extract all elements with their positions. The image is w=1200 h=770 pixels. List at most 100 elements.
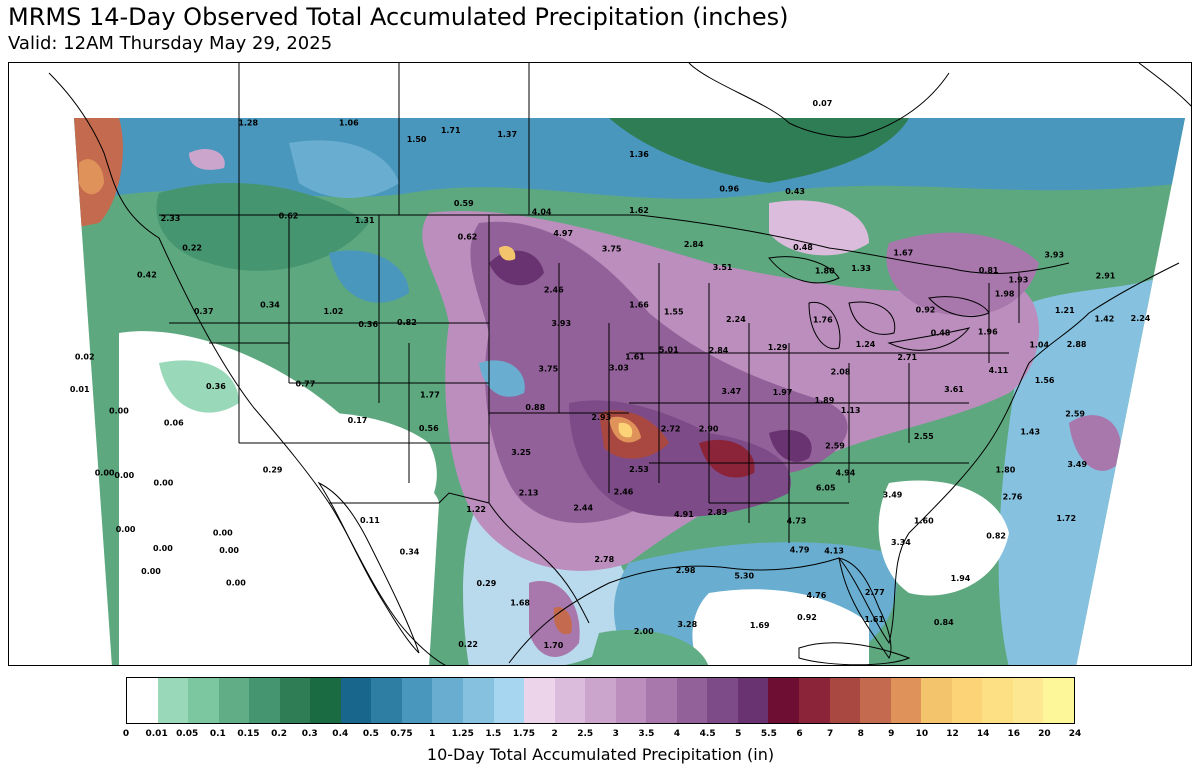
precip-value-label: 3.03 — [609, 364, 629, 373]
precip-value-label: 0.00 — [141, 567, 161, 576]
precip-value-label: 0.00 — [95, 469, 115, 478]
precip-value-label: 0.00 — [116, 525, 136, 534]
colorbar-swatch — [707, 678, 738, 723]
colorbar-tick-label: 0.4 — [332, 729, 349, 739]
precip-value-label: 1.67 — [893, 249, 913, 258]
precip-value-label: 4.79 — [790, 546, 810, 555]
precip-value-label: 1.31 — [355, 216, 375, 225]
precip-value-label: 0.11 — [360, 516, 380, 525]
precip-value-label: 4.13 — [824, 547, 844, 556]
precip-value-label: 1.33 — [851, 264, 871, 273]
colorbar-tick-label: 0.75 — [390, 729, 413, 739]
precip-value-label: 0.29 — [263, 466, 283, 475]
colorbar-tick-label: 6 — [796, 729, 803, 739]
precip-value-label: 3.93 — [1044, 251, 1064, 260]
precip-value-label: 1.71 — [441, 126, 461, 135]
colorbar-tick-label: 4.5 — [699, 729, 716, 739]
precip-value-label: 1.62 — [629, 206, 649, 215]
colorbar-tick-label: 3.5 — [638, 729, 655, 739]
colorbar-swatch — [921, 678, 952, 723]
precipitation-map: 1.71 1.06 1.28 1.50 1.37 1.36 0.07 2.33 0.62 1.31… — [8, 62, 1192, 666]
precip-value-label: 3.34 — [891, 538, 911, 547]
precip-value-label: 3.28 — [677, 620, 697, 629]
precip-value-label: 4.73 — [787, 516, 807, 525]
colorbar-tick-label: 1.25 — [451, 729, 474, 739]
precip-value-label: 0.29 — [477, 579, 497, 588]
precip-value-label: 2.84 — [709, 346, 729, 355]
colorbar-swatch — [799, 678, 830, 723]
precip-value-label: 1.06 — [339, 118, 359, 127]
colorbar-tick-label: 14 — [976, 729, 990, 739]
precip-value-label: 2.24 — [1131, 314, 1151, 323]
precip-value-label: 5.30 — [734, 571, 754, 580]
colorbar-tick-label: 8 — [857, 729, 864, 739]
precip-value-label: 1.13 — [841, 406, 861, 415]
precip-value-label: 1.69 — [750, 621, 770, 630]
precip-value-label: 0.00 — [114, 471, 134, 480]
colorbar-swatch — [860, 678, 891, 723]
precip-value-label: 0.82 — [397, 318, 417, 327]
precip-value-label: 2.71 — [897, 353, 917, 362]
precip-value-label: 0.43 — [785, 187, 805, 196]
precip-value-label: 2.72 — [661, 424, 681, 433]
precip-value-label: 1.29 — [768, 343, 788, 352]
precip-value-label: 2.78 — [594, 555, 614, 564]
precip-value-label: 0.06 — [164, 419, 184, 428]
precip-value-label: 1.36 — [629, 150, 649, 159]
precip-value-label: 1.28 — [238, 119, 258, 128]
precip-value-label: 0.82 — [986, 532, 1006, 541]
precip-value-label: 0.37 — [194, 307, 214, 316]
colorbar-swatch — [676, 678, 708, 723]
precip-value-label: 0.96 — [719, 185, 739, 194]
precip-value-label: 4.76 — [807, 591, 827, 600]
colorbar-swatch — [951, 678, 983, 723]
precip-value-label: 0.00 — [109, 407, 129, 416]
precip-value-label: 1.93 — [1009, 275, 1029, 284]
colorbar-swatch — [615, 678, 647, 723]
precip-value-label: 1.60 — [914, 517, 934, 526]
precip-value-label: 0.00 — [219, 546, 239, 555]
precip-value-label: 0.59 — [454, 199, 474, 208]
colorbar-label: 10-Day Total Accumulated Precipitation (… — [426, 745, 775, 764]
colorbar-swatch — [1012, 678, 1044, 723]
colorbar-tick-label: 0.5 — [362, 729, 379, 739]
map-subtitle: Valid: 12AM Thursday May 29, 2025 — [8, 33, 333, 54]
colorbar-tick-label: 4 — [673, 729, 681, 739]
precip-value-label: 3.47 — [721, 387, 741, 396]
precip-value-label: 0.36 — [206, 382, 226, 391]
precip-value-label: 1.21 — [1055, 306, 1075, 315]
precip-value-label: 1.43 — [1020, 428, 1040, 437]
precip-value-label: 1.50 — [407, 135, 427, 144]
colorbar-swatch — [371, 678, 402, 723]
colorbar-tick-label: 0.3 — [301, 729, 318, 739]
colorbar-swatch — [279, 678, 311, 723]
precip-value-label: 1.97 — [773, 388, 793, 397]
precip-value-label: 1.22 — [466, 505, 486, 514]
precip-value-label: 3.75 — [602, 244, 622, 253]
precip-value-label: 6.05 — [816, 484, 836, 493]
colorbar-tick-label: 0.05 — [176, 729, 199, 739]
colorbar-tick-label: 16 — [1007, 729, 1021, 739]
precip-value-label: 1.42 — [1095, 315, 1115, 324]
precip-value-label: 0.92 — [916, 305, 936, 314]
colorbar-tick-label: 24 — [1068, 729, 1082, 739]
precip-value-label: 1.61 — [864, 615, 884, 624]
precip-value-label: 0.48 — [793, 243, 813, 252]
precip-value-label: 2.44 — [573, 503, 593, 512]
precip-value-label: 5.01 — [659, 346, 679, 355]
precip-value-label: 4.91 — [674, 510, 694, 519]
precip-value-label: 3.93 — [551, 319, 571, 328]
colorbar-tick-label: 7 — [826, 729, 834, 739]
colorbar-tick-label: 3 — [612, 729, 619, 739]
map-boundaries — [48, 63, 1191, 665]
precip-value-label: 1.94 — [951, 574, 971, 583]
precip-value-label: 0.81 — [979, 266, 999, 275]
colorbar-tick-label: 0.15 — [237, 729, 260, 739]
colorbar-tick-label: 2.5 — [577, 729, 594, 739]
precip-value-label: 2.53 — [629, 465, 649, 474]
colorbar-swatch — [249, 678, 280, 723]
precip-value-label: 2.46 — [544, 286, 564, 295]
precip-value-label: 1.89 — [815, 396, 835, 405]
colorbar-swatch — [1043, 678, 1074, 723]
colorbar-tick-label: 1.75 — [512, 729, 536, 739]
